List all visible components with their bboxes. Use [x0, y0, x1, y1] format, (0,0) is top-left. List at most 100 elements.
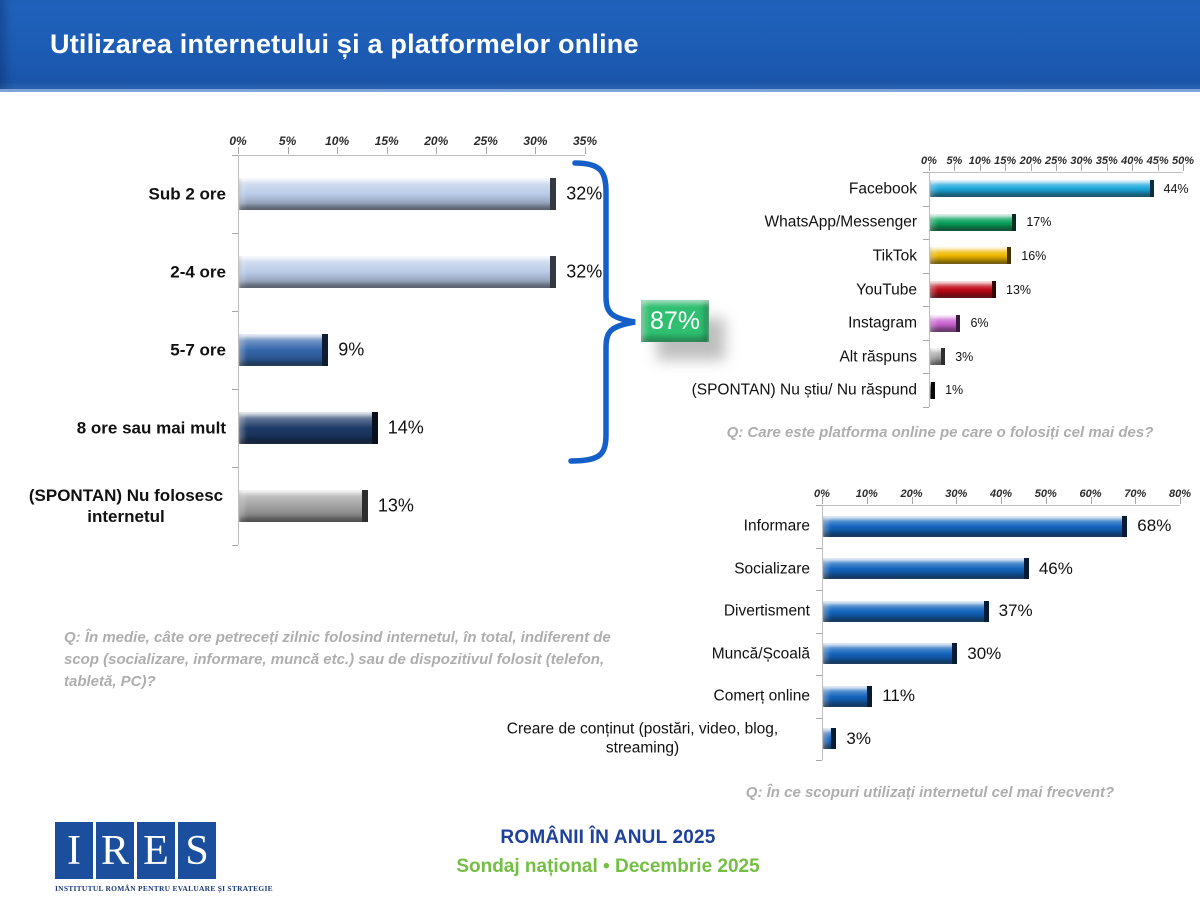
axis-tick-label: 30%	[945, 488, 968, 500]
footer-titles: ROMÂNII ÎN ANUL 2025 Sondaj național • D…	[388, 827, 828, 878]
axis-tick-label: 15%	[374, 134, 399, 148]
axis-line-left	[929, 172, 930, 407]
callout-value: 87%	[649, 306, 701, 335]
axis-row-tick	[923, 407, 929, 408]
bar	[823, 515, 1128, 537]
axis-tick-label: 20%	[1019, 155, 1042, 167]
axis-tick-label: 20%	[900, 488, 923, 500]
axis-tick-label: 0%	[921, 155, 937, 167]
bar	[823, 558, 1029, 580]
axis-tick-label: 20%	[424, 134, 449, 148]
axis-row-tick	[923, 239, 929, 241]
axis-tick-label: 45%	[1146, 155, 1169, 167]
axis-tick-label: 25%	[473, 134, 498, 148]
axis-tick-mark	[866, 497, 868, 504]
axis-tick-label: 35%	[572, 134, 597, 148]
bar-value-label: 13%	[1006, 282, 1032, 297]
axis-row-tick	[923, 306, 929, 308]
bar-end-cap	[1007, 247, 1012, 265]
logo-letter-i: I	[55, 822, 93, 879]
axis-row-tick	[816, 760, 822, 761]
axis-tick-label: 5%	[278, 134, 297, 148]
axis-tick-mark	[584, 147, 586, 154]
bar-end-cap	[931, 381, 936, 399]
bar-end-cap	[550, 178, 557, 210]
axis-tick-mark	[979, 164, 981, 171]
question-purposes: Q: În ce scopuri utilizați internetul ce…	[745, 784, 1115, 801]
bar-value-label: 14%	[387, 417, 424, 438]
axis-tick-mark	[337, 147, 339, 154]
axis-row-tick	[232, 155, 238, 156]
axis-row-tick	[232, 467, 238, 468]
category-label: Alt răspuns	[839, 347, 917, 365]
axis-row-tick	[816, 717, 822, 719]
axis-tick-label: 30%	[523, 134, 548, 148]
axis-tick-label: 50%	[1034, 488, 1057, 500]
bar	[239, 256, 557, 288]
bar	[823, 600, 989, 622]
axis-line-top	[238, 155, 585, 156]
bar-end-cap	[550, 256, 557, 288]
bar-end-cap	[371, 412, 378, 444]
bar-end-cap	[1012, 213, 1017, 231]
bar-end-cap	[956, 314, 961, 332]
bar-end-cap	[941, 348, 946, 366]
axis-tick-label: 60%	[1079, 488, 1102, 500]
bar	[239, 412, 378, 444]
axis-row-tick	[816, 547, 822, 549]
axis-row-tick	[816, 590, 822, 591]
bar	[930, 180, 1154, 198]
category-label: TikTok	[872, 247, 917, 265]
bar-value-label: 3%	[955, 349, 974, 364]
axis-tick-label: 5%	[946, 155, 963, 167]
axis-tick-mark	[929, 164, 930, 171]
bar-value-label: 3%	[846, 728, 871, 748]
axis-tick-label: 10%	[855, 488, 878, 500]
axis-tick-mark	[911, 497, 913, 504]
bar-end-cap	[831, 728, 837, 750]
axis-tick-label: 70%	[1124, 488, 1147, 500]
axis-line-top	[929, 172, 1183, 173]
bar	[823, 643, 958, 665]
axis-tick-mark	[1001, 497, 1002, 504]
axis-tick-mark	[1180, 497, 1181, 504]
axis-row-tick	[923, 205, 929, 207]
axis-line-left	[822, 505, 823, 760]
bar	[823, 685, 873, 707]
axis-row-tick	[816, 505, 822, 506]
axis-tick-mark	[1157, 164, 1159, 171]
page-title: Utilizarea internetului și a platformelo…	[50, 29, 639, 59]
axis-tick-mark	[1106, 164, 1108, 171]
bar-value-label: 17%	[1026, 215, 1052, 230]
bar-value-label: 44%	[1163, 181, 1189, 196]
axis-row-tick	[816, 675, 822, 676]
axis-row-tick	[232, 311, 238, 312]
axis-tick-mark	[1056, 164, 1057, 171]
axis-tick-mark	[956, 497, 958, 504]
axis-row-tick	[923, 339, 929, 341]
category-label: WhatsApp/Messenger	[764, 213, 918, 231]
bar-value-label: 9%	[338, 339, 365, 360]
category-label: (SPONTAN) Nu folosesc internetul	[28, 485, 224, 526]
bar-value-label: 68%	[1137, 516, 1172, 536]
axis-row-tick	[816, 632, 822, 634]
bar-value-label: 32%	[566, 261, 603, 282]
axis-tick-mark	[1081, 164, 1083, 171]
axis-tick-label: 10%	[968, 155, 991, 167]
bar-value-label: 46%	[1038, 558, 1073, 578]
bar	[823, 728, 837, 750]
axis-row-tick	[923, 272, 929, 274]
bar-end-cap	[952, 643, 958, 665]
category-label: Divertisment	[723, 602, 810, 620]
category-label: 5-7 ore	[170, 340, 226, 360]
axis-row-tick	[923, 172, 929, 173]
bar	[930, 213, 1017, 231]
axis-tick-label: 10%	[325, 134, 350, 148]
bar-end-cap	[1122, 515, 1128, 537]
category-label: (SPONTAN) Nu știu/ Nu răspund	[691, 381, 917, 399]
axis-line-top	[822, 505, 1180, 506]
axis-tick-label: 15%	[994, 155, 1017, 167]
axis-tick-mark	[386, 147, 388, 154]
axis-tick-mark	[1005, 164, 1007, 171]
logo-letter-s: S	[178, 822, 216, 879]
